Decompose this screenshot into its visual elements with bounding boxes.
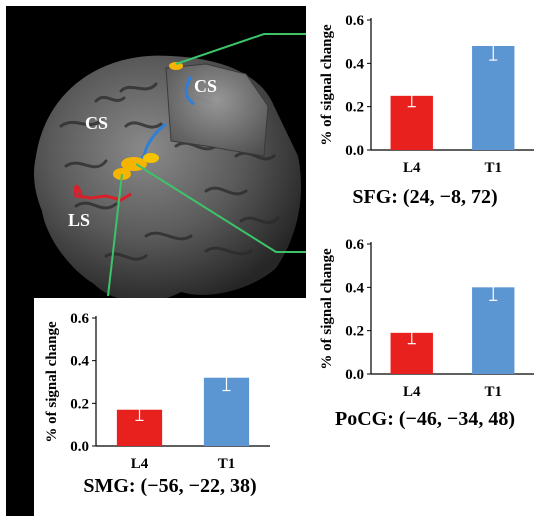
central-sulcus-upper-line xyxy=(184,75,195,106)
sfg-chart-title: SFG: (24, −8, 72) xyxy=(352,186,498,208)
brain-cut-block xyxy=(165,63,269,157)
connector-pocg xyxy=(135,163,306,253)
y-tick-label: 0.4 xyxy=(345,280,364,296)
figure-canvas: CS CS LS % of signal change 0.0 0.2 0.4 0.6 L… xyxy=(6,6,544,516)
y-tick-label: 0.4 xyxy=(345,56,364,72)
x-tick-label: T1 xyxy=(484,160,502,176)
y-tick-label: 0.2 xyxy=(345,100,364,116)
brain-render xyxy=(34,33,306,302)
y-tick-label: 0.0 xyxy=(345,143,364,159)
y-tick-label: 0.6 xyxy=(345,237,364,253)
y-axis-label: % of signal change xyxy=(319,24,335,146)
x-tick-label: T1 xyxy=(218,456,236,472)
pocg-chart-title: PoCG: (−46, −34, 48) xyxy=(335,408,515,430)
y-tick-label: 0.2 xyxy=(70,396,89,412)
x-tick-label: L4 xyxy=(403,384,421,400)
sfg-chart-panel: % of signal change 0.0 0.2 0.4 0.6 L4 T1 SFG: … xyxy=(306,6,544,228)
pocg-chart-panel: % of signal change 0.0 0.2 0.4 0.6 L4 T1 PoCG:… xyxy=(306,228,544,516)
activation-cluster xyxy=(143,153,159,163)
x-tick-label: T1 xyxy=(484,384,502,400)
y-tick-label: 0.4 xyxy=(70,354,89,370)
connector-sfg xyxy=(175,33,306,65)
ls-label: LS xyxy=(68,210,91,230)
connector-smg xyxy=(107,173,123,297)
pocg-chart: % of signal change 0.0 0.2 0.4 0.6 L4 T1 xyxy=(319,237,534,400)
sfg-chart: % of signal change 0.0 0.2 0.4 0.6 L4 T1 xyxy=(319,13,534,176)
cs-lower-label: CS xyxy=(85,113,109,133)
y-tick-label: 0.6 xyxy=(345,13,364,29)
bar-t1 xyxy=(472,46,515,150)
activation-sfg xyxy=(169,62,183,70)
y-tick-label: 0.0 xyxy=(345,367,364,383)
smg-chart-title: SMG: (−56, −22, 38) xyxy=(83,475,257,497)
cs-upper-label: CS xyxy=(194,76,218,96)
y-tick-label: 0.0 xyxy=(70,439,89,455)
x-tick-label: L4 xyxy=(403,160,421,176)
smg-chart-panel: % of signal change 0.0 0.2 0.4 0.6 L4 T1 SMG: … xyxy=(34,298,306,516)
y-axis-label: % of signal change xyxy=(44,321,60,443)
smg-chart: % of signal change 0.0 0.2 0.4 0.6 L4 T1 xyxy=(44,311,270,472)
y-tick-label: 0.6 xyxy=(70,311,89,327)
y-axis-label: % of signal change xyxy=(319,248,335,370)
lateral-sulcus-line xyxy=(74,184,132,202)
bar-t1 xyxy=(472,287,515,374)
y-tick-label: 0.2 xyxy=(345,324,364,340)
x-tick-label: L4 xyxy=(131,456,149,472)
